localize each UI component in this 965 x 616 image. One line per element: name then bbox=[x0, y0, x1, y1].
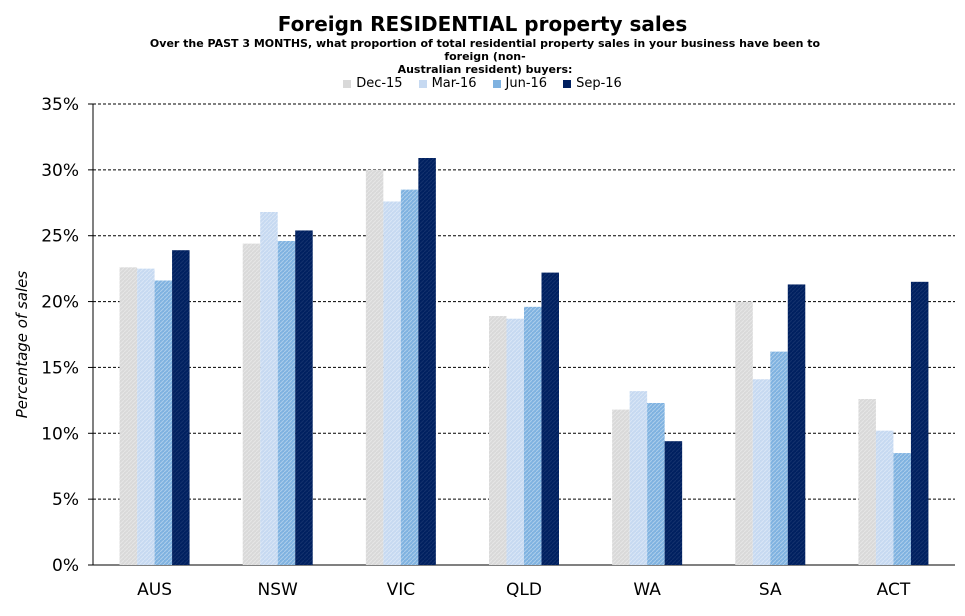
x-tick-label: VIC bbox=[387, 580, 416, 600]
x-tick-label: NSW bbox=[258, 580, 299, 600]
bar-sa-dec-15 bbox=[735, 301, 753, 565]
y-tick-label: 20% bbox=[41, 293, 79, 313]
bar-aus-mar-16 bbox=[137, 268, 155, 565]
legend-item: Mar-16 bbox=[418, 76, 477, 91]
legend-label: Dec-15 bbox=[356, 76, 403, 91]
bar-vic-dec-15 bbox=[365, 169, 384, 565]
x-tick-label: WA bbox=[633, 580, 661, 600]
legend-swatch bbox=[563, 79, 572, 88]
chart-title: Foreign RESIDENTIAL property sales bbox=[277, 12, 688, 36]
bar-act-mar-16 bbox=[875, 430, 894, 565]
y-tick-label: 5% bbox=[52, 490, 79, 510]
bar-qld-mar-16 bbox=[506, 318, 524, 565]
bar-sa-jun-16 bbox=[770, 351, 788, 565]
legend-label: Sep-16 bbox=[576, 76, 622, 91]
bar-qld-sep-16 bbox=[541, 272, 559, 565]
bar-nsw-jun-16 bbox=[277, 240, 296, 566]
bar-wa-dec-15 bbox=[612, 409, 630, 565]
bar-wa-sep-16 bbox=[664, 441, 683, 565]
y-tick-label: 35% bbox=[41, 95, 79, 115]
y-tick-label: 0% bbox=[52, 556, 79, 576]
bar-sa-mar-16 bbox=[752, 379, 771, 565]
bar-vic-sep-16 bbox=[418, 158, 436, 565]
bar-vic-mar-16 bbox=[383, 201, 401, 565]
y-tick-label: 10% bbox=[41, 424, 79, 444]
bar-aus-sep-16 bbox=[172, 250, 190, 565]
y-tick-label: 25% bbox=[41, 227, 79, 247]
bar-sa-sep-16 bbox=[787, 284, 806, 565]
x-tick-label: QLD bbox=[506, 580, 542, 600]
bar-act-jun-16 bbox=[893, 453, 911, 565]
bar-aus-jun-16 bbox=[154, 280, 173, 565]
x-tick-label: SA bbox=[759, 580, 782, 600]
y-tick-label: 15% bbox=[41, 358, 79, 378]
bar-act-dec-15 bbox=[858, 399, 876, 565]
legend-swatch bbox=[492, 79, 501, 88]
bar-vic-jun-16 bbox=[400, 189, 419, 565]
legend-item: Sep-16 bbox=[563, 76, 622, 91]
chart-subtitle-line-2: Australian resident) buyers: bbox=[397, 63, 573, 76]
chart-subtitle-line-1: Over the PAST 3 MONTHS, what proportion … bbox=[149, 37, 821, 63]
legend-item: Dec-15 bbox=[343, 76, 403, 91]
x-tick-label: ACT bbox=[877, 580, 911, 600]
bar-aus-dec-15 bbox=[119, 267, 138, 565]
bar-nsw-sep-16 bbox=[295, 230, 313, 565]
legend-label: Mar-16 bbox=[431, 76, 477, 91]
legend-label: Jun-16 bbox=[505, 76, 548, 91]
bar-wa-mar-16 bbox=[629, 391, 648, 565]
bar-qld-jun-16 bbox=[524, 306, 542, 565]
chart-subtitle: Over the PAST 3 MONTHS, what proportion … bbox=[140, 37, 830, 76]
chart-legend: Dec-15 Mar-16 Jun-16 Sep-16 bbox=[0, 76, 965, 91]
x-tick-label: AUS bbox=[137, 580, 172, 600]
legend-swatch bbox=[343, 79, 352, 88]
y-axis-label: Percentage of sales bbox=[13, 271, 31, 419]
bar-qld-dec-15 bbox=[489, 316, 507, 565]
bar-nsw-mar-16 bbox=[260, 212, 278, 565]
legend-item: Jun-16 bbox=[492, 76, 548, 91]
y-tick-label: 30% bbox=[41, 161, 79, 181]
legend-swatch bbox=[418, 79, 427, 88]
bar-wa-jun-16 bbox=[647, 402, 665, 565]
bar-nsw-dec-15 bbox=[242, 243, 261, 566]
bar-act-sep-16 bbox=[910, 281, 929, 565]
